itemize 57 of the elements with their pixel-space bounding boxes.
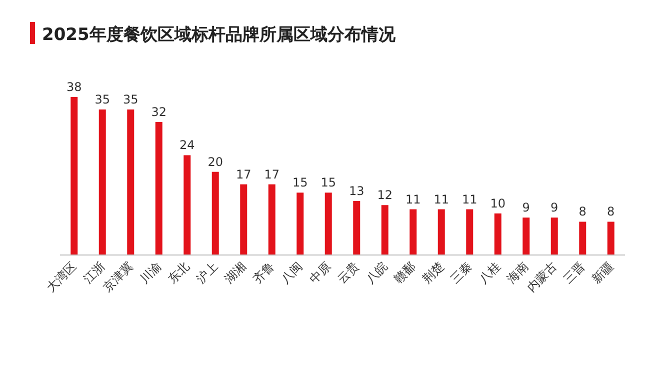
data-label: 17	[236, 167, 252, 182]
data-label: 20	[208, 154, 224, 169]
bar	[98, 109, 106, 255]
bar	[353, 200, 360, 255]
data-label: 10	[490, 196, 506, 210]
bar	[381, 205, 388, 255]
x-tick-label: 沪上	[194, 259, 220, 286]
data-label: 12	[377, 188, 393, 202]
data-label: 11	[434, 192, 450, 206]
data-label: 32	[151, 104, 167, 119]
data-label: 13	[348, 184, 364, 198]
chart-title: 2025年度餐饮区域标杆品牌所属区域分布情况	[42, 25, 396, 45]
x-tick-label: 云贵	[334, 259, 362, 286]
x-tick-label: 大湾区	[44, 259, 80, 295]
data-label: 38	[66, 80, 82, 94]
data-label: 11	[462, 192, 478, 206]
data-label: 8	[578, 204, 586, 219]
data-label: 11	[405, 192, 421, 206]
x-tick-label: 荆楚	[420, 259, 446, 286]
bar	[494, 213, 502, 255]
data-label: 9	[522, 200, 530, 215]
bar	[550, 218, 558, 255]
bar	[466, 209, 474, 255]
data-label: 17	[264, 167, 280, 182]
x-tick-label: 湖湘	[222, 259, 249, 286]
bar	[579, 222, 586, 255]
bar	[410, 209, 417, 255]
data-label: 15	[292, 176, 308, 190]
x-tick-label: 八闽	[278, 259, 306, 286]
bar	[127, 109, 134, 255]
bar	[212, 172, 219, 255]
x-tick-label: 八皖	[363, 259, 390, 286]
bar	[607, 222, 614, 255]
data-label: 9	[550, 200, 558, 215]
data-label: 8	[607, 204, 615, 219]
bar	[522, 218, 530, 255]
x-tick-label: 三秦	[448, 259, 475, 286]
x-tick-label: 八桂	[476, 259, 503, 286]
x-tick-label: 赣鄱	[391, 259, 418, 286]
bar	[324, 192, 332, 255]
data-label: 35	[122, 92, 138, 106]
x-tick-label: 川渝	[137, 259, 164, 286]
bar	[296, 192, 304, 255]
bar	[438, 209, 445, 255]
data-label: 15	[320, 176, 336, 190]
bar	[240, 184, 248, 255]
bar	[155, 122, 162, 255]
x-tick-label: 齐鲁	[250, 259, 277, 286]
x-tick-label: 三晋	[560, 259, 588, 286]
bar	[268, 184, 276, 255]
bar	[70, 97, 78, 255]
x-tick-label: 中原	[306, 259, 334, 286]
x-tick-label: 东北	[165, 259, 192, 286]
data-label: 35	[94, 92, 110, 106]
bar	[184, 155, 191, 255]
x-tick-label: 新疆	[589, 259, 616, 286]
data-label: 24	[179, 138, 195, 152]
